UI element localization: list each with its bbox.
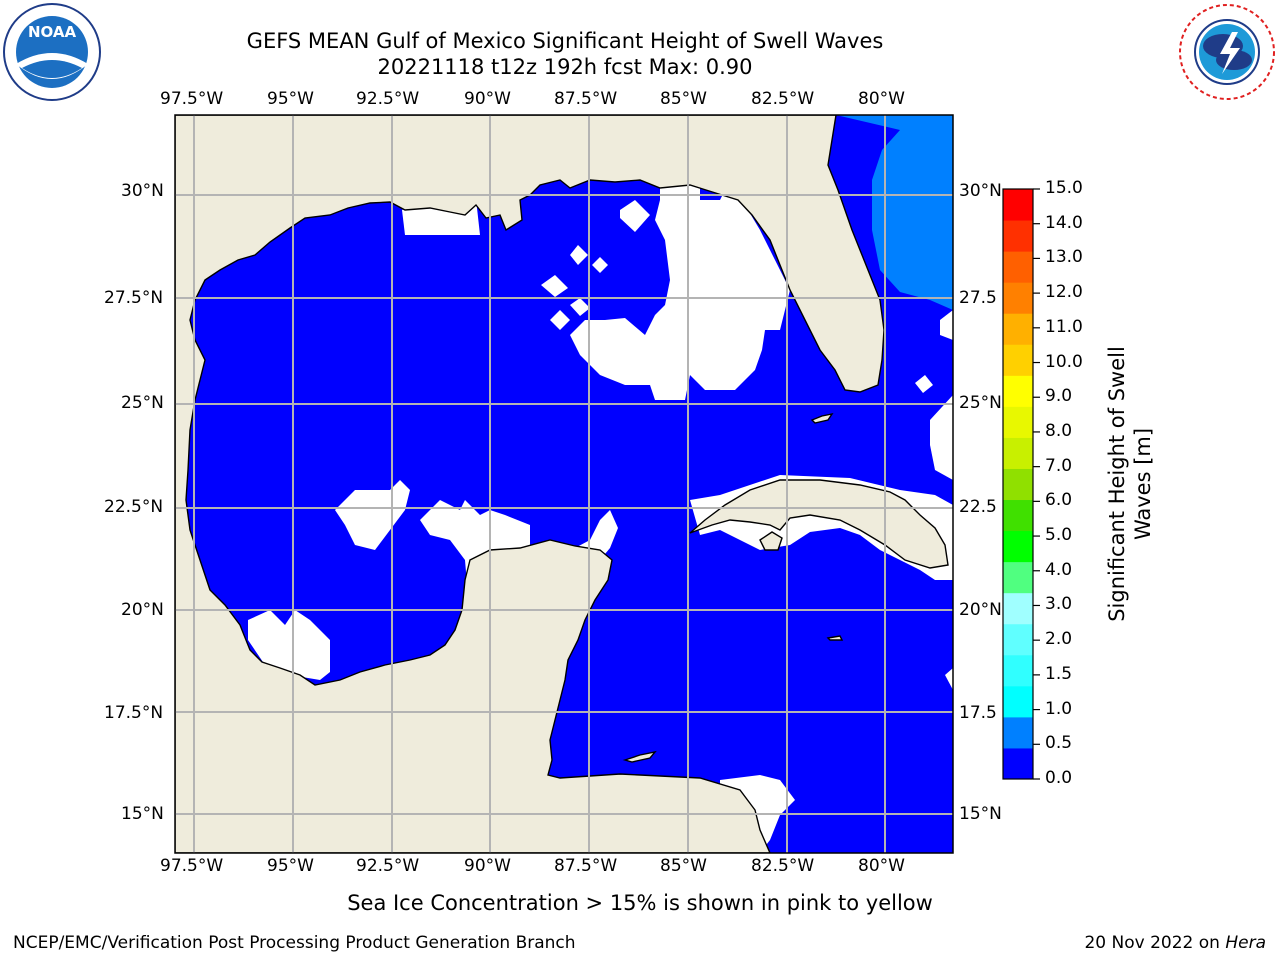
colorbar-tick-label: 5.0: [1045, 525, 1073, 546]
colorbar-tick-label: 2.0: [1045, 629, 1073, 650]
lat-label-right: 27.5: [959, 288, 997, 308]
lon-label-bottom: 97.5°W: [160, 856, 224, 876]
graticule: [175, 115, 953, 853]
lat-label-left: 20°N: [121, 600, 164, 620]
lon-label-bottom: 92.5°W: [356, 856, 420, 876]
colorbar-tick-label: 6.0: [1045, 490, 1073, 511]
lat-label-right: 25°N: [959, 393, 1002, 413]
colorbar-title: Significant Height of Swell Waves [m]: [1105, 346, 1155, 622]
lon-label-bottom: 80°W: [858, 856, 905, 876]
colorbar-tick-label: 13.0: [1045, 247, 1083, 268]
lon-label-bottom: 85°W: [660, 856, 707, 876]
lat-label-left: 30°N: [121, 181, 164, 201]
lon-label-top: 80°W: [858, 89, 905, 109]
lon-label-top: 82.5°W: [751, 89, 815, 109]
lat-label-left: 15°N: [121, 804, 164, 824]
colorbar-tick-label: 14.0: [1045, 212, 1083, 233]
lon-label-top: 92.5°W: [356, 89, 420, 109]
lat-label-right: 17.5: [959, 703, 997, 723]
lon-label-top: 85°W: [660, 89, 707, 109]
colorbar-tick-label: 1.5: [1045, 663, 1073, 684]
footer-credit: NCEP/EMC/Verification Post Processing Pr…: [13, 933, 576, 953]
lon-label-bottom: 87.5°W: [554, 856, 618, 876]
colorbar-tick-label: 7.0: [1045, 455, 1073, 476]
footer-host: Hera: [1225, 933, 1266, 953]
chart-subtitle: 20221118 t12z 192h fcst Max: 0.90: [377, 55, 753, 79]
colorbar-tick-label: 12.0: [1045, 282, 1083, 303]
colorbar-tick-label: 0.5: [1045, 733, 1073, 754]
colorbar-tick-label: 15.0: [1045, 178, 1083, 198]
lon-label-top: 95°W: [267, 89, 314, 109]
noaa-logo-text: NOAA: [28, 23, 77, 41]
lon-label-top: 87.5°W: [554, 89, 618, 109]
lon-label-top: 97.5°W: [160, 89, 224, 109]
lat-label-right: 22.5: [959, 497, 997, 517]
lat-label-right: 30°N: [959, 181, 1002, 201]
lon-label-bottom: 95°W: [267, 856, 314, 876]
colorbar-tick-label: 9.0: [1045, 386, 1073, 407]
lon-label-bottom: 90°W: [464, 856, 511, 876]
chart-title: GEFS MEAN Gulf of Mexico Significant Hei…: [246, 29, 884, 53]
colorbar-tick-label: 11.0: [1045, 316, 1083, 337]
nws-logo: [1179, 4, 1275, 100]
lon-label-bottom: 82.5°W: [751, 856, 815, 876]
colorbar-tick-label: 4.0: [1045, 559, 1073, 580]
sea-ice-note: Sea Ice Concentration > 15% is shown in …: [347, 891, 933, 915]
map-frame: [174, 114, 954, 854]
noaa-logo: NOAA: [3, 3, 101, 101]
lat-label-left: 17.5°N: [104, 703, 164, 723]
colorbar-tick-label: 1.0: [1045, 698, 1073, 719]
lat-label-left: 22.5°N: [104, 497, 164, 517]
lat-label-left: 27.5°N: [104, 288, 164, 308]
lat-label-right: 20°N: [959, 600, 1002, 620]
lat-label-right: 15°N: [959, 804, 1002, 824]
colorbar-tick-label: 8.0: [1045, 420, 1073, 441]
colorbar-tick-label: 3.0: [1045, 594, 1073, 615]
colorbar-tick-label: 10.0: [1045, 351, 1083, 372]
lon-label-top: 90°W: [464, 89, 511, 109]
footer-date: 20 Nov 2022 on Hera: [1084, 933, 1266, 953]
swell-patch-atlantic: [836, 115, 953, 310]
colorbar-tick-label: 0.0: [1045, 768, 1073, 788]
lat-label-left: 25°N: [121, 393, 164, 413]
